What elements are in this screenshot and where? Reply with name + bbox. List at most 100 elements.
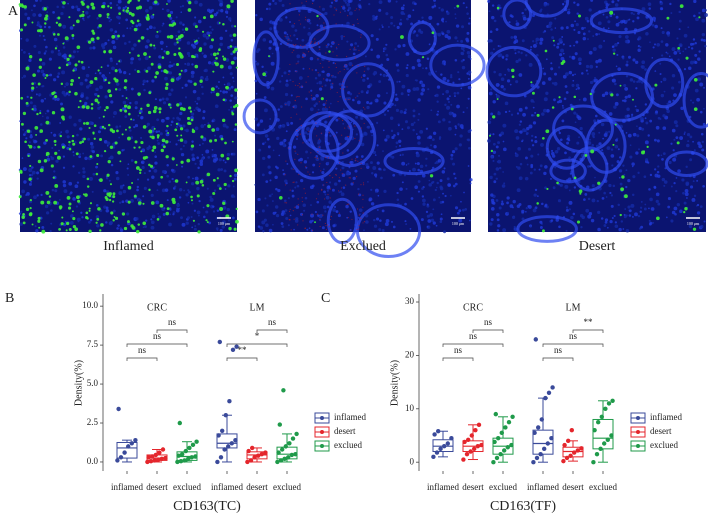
nucleus (155, 200, 160, 205)
nucleus (460, 87, 463, 90)
nucleus (639, 116, 644, 121)
cd163-cell (212, 178, 216, 182)
red-dot (294, 99, 296, 101)
red-dot (294, 206, 296, 208)
cd163-cell (137, 0, 141, 2)
nucleus (167, 0, 171, 3)
nucleus (392, 225, 396, 229)
nucleus (161, 170, 166, 174)
red-dot (305, 0, 307, 2)
nucleus (346, 149, 350, 152)
nucleus (24, 12, 28, 16)
nucleus (697, 57, 701, 61)
nucleus (290, 167, 293, 170)
data-point (564, 455, 570, 461)
nucleus (466, 51, 471, 55)
cd163-cell (208, 139, 213, 143)
nucleus (169, 16, 173, 20)
nucleus (495, 199, 499, 202)
nucleus (228, 108, 231, 111)
red-dot (292, 181, 294, 183)
nucleus (659, 118, 662, 120)
cd163-cell (68, 228, 72, 231)
cd163-cell (211, 128, 216, 132)
nucleus (418, 28, 421, 31)
data-point (531, 459, 536, 465)
nucleus (515, 80, 519, 84)
nucleus (262, 156, 266, 161)
nucleus (624, 39, 629, 44)
nucleus (397, 124, 400, 127)
box (532, 429, 554, 455)
nucleus (696, 203, 700, 207)
data-point (187, 445, 192, 451)
nucleus (88, 220, 91, 224)
nucleus (182, 23, 185, 26)
nucleus (166, 164, 169, 167)
nucleus (381, 228, 385, 233)
cd163-cell (186, 158, 191, 163)
nucleus (134, 68, 137, 72)
nucleus (303, 26, 306, 29)
nucleus (146, 39, 150, 43)
nucleus (306, 132, 310, 136)
nucleus (525, 54, 528, 57)
nucleus (626, 114, 630, 118)
nucleus (487, 0, 491, 3)
nucleus (43, 52, 47, 55)
nucleus (607, 20, 611, 24)
cd163-cell (88, 229, 92, 233)
nucleus (499, 6, 502, 9)
nucleus (454, 17, 457, 20)
cd163-cell (105, 197, 109, 202)
cd163-cell (191, 129, 196, 134)
red-dot (335, 23, 337, 25)
cd163-cell (90, 107, 94, 110)
nucleus (369, 161, 373, 165)
red-dot (360, 167, 362, 169)
red-dot (328, 60, 330, 63)
nucleus (194, 225, 197, 228)
nucleus (653, 186, 657, 189)
red-dot (345, 98, 347, 100)
cd163-cell (511, 75, 515, 79)
nucleus (663, 184, 666, 187)
nucleus (625, 185, 628, 189)
nucleus (178, 102, 183, 106)
nucleus (232, 152, 236, 156)
nucleus (591, 132, 596, 136)
significance-label: ns (469, 331, 478, 341)
gland (682, 72, 708, 129)
nucleus (23, 180, 27, 184)
nucleus (69, 220, 74, 225)
nucleus (143, 88, 146, 92)
nucleus (548, 21, 553, 26)
cd163-cell (546, 187, 549, 190)
nucleus (497, 224, 501, 228)
nucleus (428, 135, 433, 140)
nucleus (308, 227, 311, 230)
nucleus (153, 46, 157, 50)
nucleus (631, 113, 634, 116)
cd163-cell (72, 142, 76, 146)
nucleus (300, 179, 304, 183)
nucleus (417, 190, 421, 193)
nucleus (592, 35, 595, 37)
nucleus (694, 88, 699, 93)
cd163-cell (76, 45, 81, 50)
cd163-cell (590, 149, 595, 154)
y-tick-label: 0.0 (87, 456, 99, 466)
cd163-cell (184, 27, 189, 31)
nucleus (632, 20, 635, 23)
nucleus (700, 38, 704, 42)
nucleus (141, 165, 145, 170)
nucleus (318, 87, 323, 91)
nucleus (456, 40, 459, 43)
nucleus (28, 182, 32, 186)
data-point (499, 430, 504, 436)
nucleus (57, 52, 62, 56)
cd163-cell (87, 40, 92, 44)
nucleus (402, 4, 405, 7)
cd163-cell (100, 66, 103, 69)
nucleus (603, 133, 608, 137)
